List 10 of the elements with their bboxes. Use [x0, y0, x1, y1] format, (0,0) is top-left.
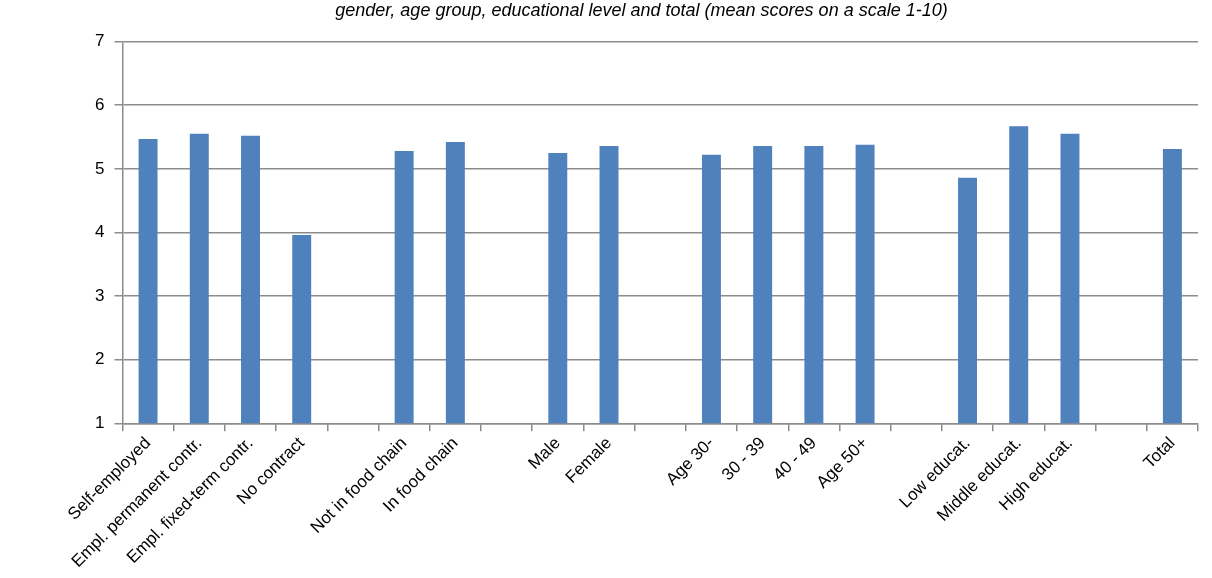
y-tick-label: 2 — [94, 349, 105, 369]
y-tick-label: 3 — [94, 285, 105, 305]
chart-title: gender, age group, educational level and total (mean scores on a scale 1-10) — [335, 0, 948, 20]
x-tick-label: 30 - 39 — [717, 433, 769, 485]
y-tick-label: 5 — [94, 158, 105, 178]
y-tick-label: 7 — [94, 31, 105, 51]
y-tick-label: 6 — [94, 94, 105, 114]
x-tick-label: Age 30- — [662, 433, 718, 489]
y-tick-label: 4 — [94, 222, 105, 242]
y-tick-label: 1 — [94, 412, 105, 432]
